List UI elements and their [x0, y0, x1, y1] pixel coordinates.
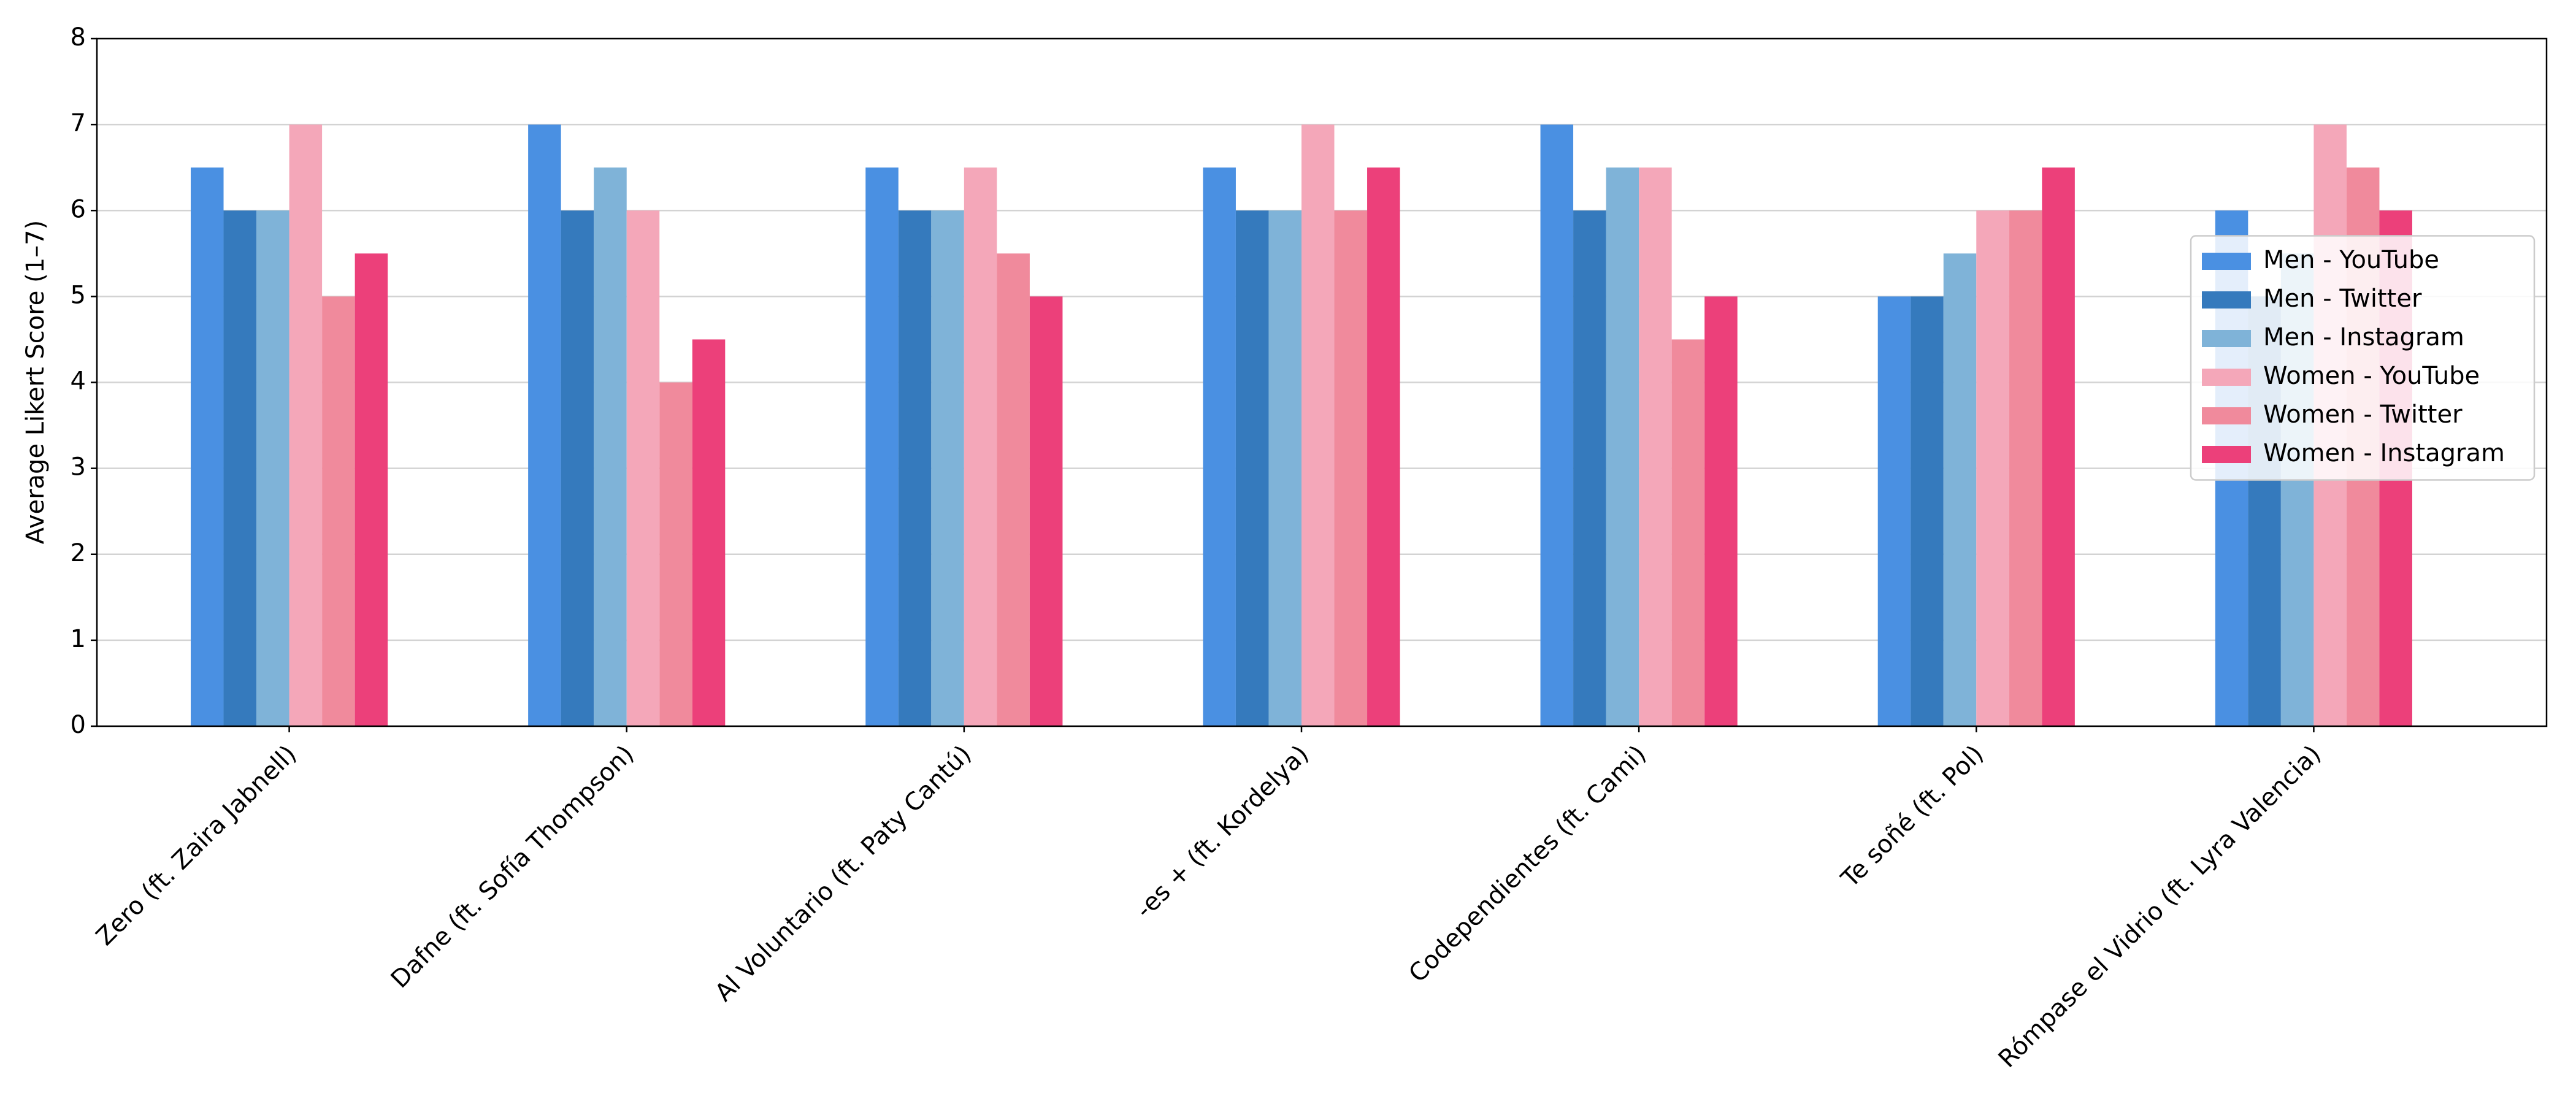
bar [594, 167, 627, 726]
bar [692, 339, 726, 726]
y-tick-label: 1 [71, 625, 86, 653]
bar [190, 167, 224, 726]
y-tick-label: 0 [71, 711, 86, 739]
y-tick-label: 5 [71, 281, 86, 309]
legend-swatch [2202, 291, 2251, 309]
legend-label: Men - Instagram [2263, 323, 2464, 351]
bar [1606, 167, 1639, 726]
y-tick-label: 4 [71, 367, 86, 396]
x-tick-label: Te soñé (ft. Pol) [1836, 740, 1989, 893]
bar [1268, 210, 1301, 726]
bar [1029, 296, 1063, 726]
bar [1671, 339, 1705, 726]
bar [355, 253, 388, 726]
legend-swatch [2202, 446, 2251, 463]
bar [2009, 210, 2042, 726]
legend-box [2190, 235, 2536, 481]
bar [626, 210, 660, 726]
bar [1235, 210, 1269, 726]
bar [997, 253, 1030, 726]
bar [322, 296, 355, 726]
y-tick-label: 7 [71, 109, 86, 137]
bar [1911, 296, 1944, 726]
bar [1704, 296, 1738, 726]
bar [1573, 210, 1606, 726]
bar [561, 210, 594, 726]
bar [1301, 125, 1335, 726]
x-tick-label: -es + (ft. Kordelya) [1130, 740, 1314, 924]
bar [528, 125, 561, 726]
legend-label: Women - Twitter [2263, 401, 2463, 429]
bar [964, 167, 997, 726]
bar [289, 125, 323, 726]
legend-swatch [2202, 369, 2251, 386]
bar [1877, 296, 1911, 726]
y-tick-label: 2 [71, 539, 86, 567]
legend-swatch [2202, 330, 2251, 347]
legend-label: Women - Instagram [2263, 439, 2505, 467]
y-axis-label: Average Likert Score (1–7) [21, 220, 50, 544]
y-tick-label: 6 [71, 195, 86, 223]
x-tick-label: Al Voluntario (ft. Paty Cantú) [710, 740, 977, 1007]
legend-swatch [2202, 253, 2251, 270]
bar [1976, 210, 2009, 726]
bar [1639, 167, 1672, 726]
legend-swatch [2202, 407, 2251, 424]
bar [1334, 210, 1368, 726]
bar [865, 167, 899, 726]
bar [931, 210, 964, 726]
plot-frame [96, 37, 2548, 727]
bar [256, 210, 289, 726]
legend-label: Men - YouTube [2263, 246, 2439, 274]
y-tick-label: 8 [71, 23, 86, 52]
y-tick-label: 3 [71, 453, 86, 481]
bar [1367, 167, 1400, 726]
legend: Men - YouTube Men - Twitter Men - Instagra… [2190, 235, 2536, 481]
legend-label: Men - Twitter [2263, 285, 2422, 313]
bar [1540, 125, 1574, 726]
bar [2042, 167, 2075, 726]
bar [659, 382, 692, 726]
x-tick-label: Dafne (ft. Sofía Thompson) [386, 740, 640, 994]
bar [1203, 167, 1236, 726]
legend-label: Women - YouTube [2263, 362, 2480, 390]
bar [898, 210, 932, 726]
x-tick-label: Zero (ft. Zaira Jabnell) [91, 740, 302, 951]
x-tick-label: Codependientes (ft. Cami) [1403, 740, 1652, 988]
bar [223, 210, 257, 726]
x-tick-label: Rómpase el Vidrio (ft. Lyra Valencia) [1993, 740, 2327, 1073]
bar [1943, 253, 1977, 726]
